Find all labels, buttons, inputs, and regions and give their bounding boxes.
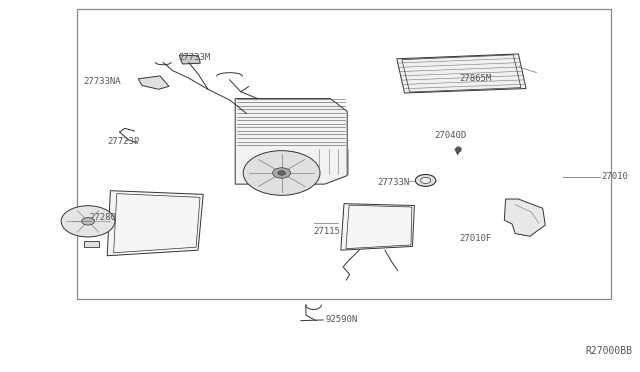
Polygon shape [138,76,169,89]
Polygon shape [236,99,347,184]
Polygon shape [504,199,545,236]
Bar [83,241,99,247]
Text: 27010F: 27010F [460,234,492,243]
Text: 27115: 27115 [314,227,340,236]
Circle shape [415,174,436,186]
Bar [77,9,611,299]
Text: 27733NA: 27733NA [83,77,121,86]
Circle shape [81,218,95,225]
Text: 27723P: 27723P [108,137,140,146]
Circle shape [61,206,115,237]
Polygon shape [340,203,415,250]
Text: 27733N: 27733N [378,178,410,187]
Polygon shape [107,190,204,256]
Circle shape [243,151,320,195]
Text: 92590N: 92590N [325,315,357,324]
Polygon shape [397,54,526,93]
Circle shape [273,168,291,178]
Polygon shape [179,55,200,64]
Text: 27010: 27010 [602,172,628,181]
Text: R27000BB: R27000BB [586,346,632,356]
Text: 27280: 27280 [90,213,116,222]
Text: 27733M: 27733M [178,53,210,62]
Circle shape [278,171,285,175]
Text: 27865M: 27865M [460,74,492,83]
Text: 27040D: 27040D [434,131,466,140]
Circle shape [420,177,431,183]
